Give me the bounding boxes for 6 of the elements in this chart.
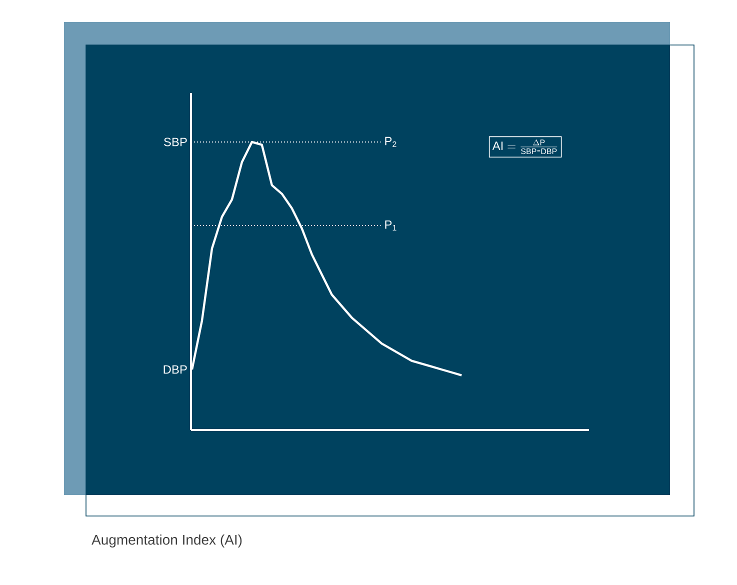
text: Augmentation Index (AI) — [92, 534, 242, 548]
text: $\mathrm{AI}=\frac{\Delta \mathrm{P}}{\mathrm{SBP\mbox{-}DBP}}$ — [492, 139, 558, 154]
text: SBP — [164, 138, 187, 146]
ref-line-label: P$_{2}$ — [385, 136, 396, 147]
text: DBP — [164, 365, 187, 374]
ref-line-label: P$_{1}$ — [385, 220, 396, 231]
